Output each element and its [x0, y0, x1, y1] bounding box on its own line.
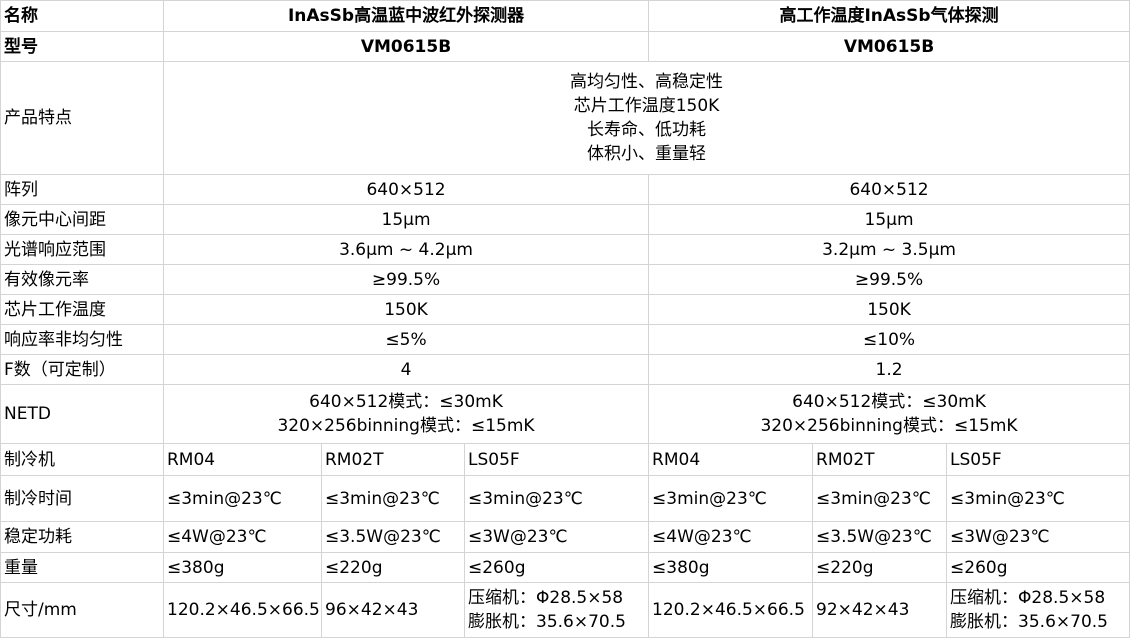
- table-row: 型号 VM0615B VM0615B: [0, 31, 1130, 62]
- cooler-cell: ≤3min@23℃: [463, 475, 650, 522]
- cooler-cell: 压缩机：Φ28.5×58 膨胀机：35.6×70.5: [463, 582, 650, 638]
- cell-line: 640×512模式：≤30mK: [792, 392, 986, 412]
- product-2-cell: 高工作温度InAsSb气体探测: [648, 0, 1130, 32]
- cooler-cell: ≤3min@23℃: [812, 475, 948, 522]
- cell-line: 高均匀性、高稳定性: [570, 72, 724, 92]
- product-1-cell: VM0615B: [162, 31, 650, 62]
- product-1-cell: ≥99.5%: [162, 264, 650, 295]
- cooler-cell: RM02T: [812, 443, 948, 476]
- cooler-cell: LS05F: [463, 443, 650, 476]
- product-1-cell: 640×512模式：≤30mK 320×256binning模式：≤15mK: [162, 384, 650, 444]
- table-row: 响应率非均匀性 ≤5% ≤10%: [0, 324, 1130, 355]
- product-2-cell: VM0615B: [648, 31, 1130, 62]
- row-label: 型号: [0, 31, 164, 62]
- cooler-cell: LS05F: [946, 443, 1130, 476]
- cooler-cell: 96×42×43: [321, 582, 465, 638]
- product-1-cell: 3.6μm ~ 4.2μm: [162, 234, 650, 265]
- cooler-cell: 92×42×43: [812, 582, 948, 638]
- row-label: 制冷时间: [0, 475, 164, 522]
- table-row: 有效像元率 ≥99.5% ≥99.5%: [0, 264, 1130, 295]
- cooler-cell: ≤260g: [463, 552, 650, 583]
- row-label: 响应率非均匀性: [0, 324, 164, 355]
- cell-line: 320×256binning模式：≤15mK: [760, 416, 1018, 436]
- row-label: 名称: [0, 0, 164, 32]
- cell-line: 长寿命、低功耗: [587, 120, 707, 140]
- product-1-cell: 15μm: [162, 204, 650, 235]
- cell-line: 膨胀机：35.6×70.5: [468, 612, 626, 632]
- row-label: 重量: [0, 552, 164, 583]
- row-label: 产品特点: [0, 61, 164, 175]
- cooler-cell: ≤3.5W@23℃: [321, 521, 465, 553]
- product-1-cell: 4: [162, 354, 650, 385]
- row-label: 像元中心间距: [0, 204, 164, 235]
- row-label: F数（可定制）: [0, 354, 164, 385]
- cooler-cell: ≤3min@23℃: [321, 475, 465, 522]
- table-row: 光谱响应范围 3.6μm ~ 4.2μm 3.2μm ~ 3.5μm: [0, 234, 1130, 265]
- cooler-cell: ≤380g: [648, 552, 814, 583]
- cooler-cell: RM02T: [321, 443, 465, 476]
- product-2-cell: ≤10%: [648, 324, 1130, 355]
- product-2-cell: 640×512: [648, 174, 1130, 205]
- table-row: 制冷时间 ≤3min@23℃ ≤3min@23℃ ≤3min@23℃ ≤3min@23℃…: [0, 475, 1130, 522]
- cooler-cell: ≤260g: [946, 552, 1130, 583]
- table-row: 芯片工作温度 150K 150K: [0, 294, 1130, 325]
- cooler-cell: ≤4W@23℃: [163, 521, 322, 553]
- table-row: 制冷机 RM04 RM02T LS05F RM04 RM02T LS05F: [0, 443, 1130, 476]
- product-1-cell: ≤5%: [162, 324, 650, 355]
- product-1-cell: 640×512: [162, 174, 650, 205]
- table-row: 产品特点 高均匀性、高稳定性 芯片工作温度150K 长寿命、低功耗 体积小、重量轻: [0, 61, 1130, 175]
- cooler-cell: RM04: [648, 443, 814, 476]
- cooler-cell: ≤4W@23℃: [648, 521, 814, 553]
- table-row: 重量 ≤380g ≤220g ≤260g ≤380g ≤220g ≤260g: [0, 552, 1130, 583]
- cell-line: 压缩机：Φ28.5×58: [950, 588, 1106, 608]
- cell-line: 芯片工作温度150K: [573, 96, 720, 116]
- cell-line: 膨胀机：35.6×70.5: [950, 612, 1108, 632]
- cooler-cell: 压缩机：Φ28.5×58 膨胀机：35.6×70.5: [946, 582, 1130, 638]
- product-2-cell: ≥99.5%: [648, 264, 1130, 295]
- product-1-cell: 150K: [162, 294, 650, 325]
- table-row: 名称 InAsSb高温蓝中波红外探测器 高工作温度InAsSb气体探测: [0, 0, 1130, 32]
- cooler-cell: ≤3.5W@23℃: [812, 521, 948, 553]
- cell-line: 320×256binning模式：≤15mK: [277, 416, 535, 436]
- product-2-cell: 3.2μm ~ 3.5μm: [648, 234, 1130, 265]
- table-row: NETD 640×512模式：≤30mK 320×256binning模式：≤15m…: [0, 384, 1130, 444]
- row-label: 光谱响应范围: [0, 234, 164, 265]
- cooler-cell: ≤220g: [812, 552, 948, 583]
- row-label: 芯片工作温度: [0, 294, 164, 325]
- cooler-cell: 120.2×46.5×66.5: [163, 582, 322, 638]
- cooler-cell: ≤3W@23℃: [463, 521, 650, 553]
- product-2-cell: 1.2: [648, 354, 1130, 385]
- product-1-cell: InAsSb高温蓝中波红外探测器: [162, 0, 650, 32]
- row-label: 阵列: [0, 174, 164, 205]
- cooler-cell: ≤220g: [321, 552, 465, 583]
- cooler-cell: ≤3min@23℃: [648, 475, 814, 522]
- row-label: 有效像元率: [0, 264, 164, 295]
- table-row: F数（可定制） 4 1.2: [0, 354, 1130, 385]
- row-label: 制冷机: [0, 443, 164, 476]
- cell-line: 体积小、重量轻: [587, 144, 707, 164]
- product-2-cell: 15μm: [648, 204, 1130, 235]
- cell-line: 压缩机：Φ28.5×58: [468, 588, 624, 608]
- row-label: NETD: [0, 384, 164, 444]
- row-label: 稳定功耗: [0, 521, 164, 553]
- row-label: 尺寸/mm: [0, 582, 164, 638]
- cooler-cell: 120.2×46.5×66.5: [648, 582, 814, 638]
- cooler-cell: ≤3min@23℃: [946, 475, 1130, 522]
- cooler-cell: RM04: [163, 443, 322, 476]
- cell-line: 640×512模式：≤30mK: [309, 392, 503, 412]
- product-2-cell: 150K: [648, 294, 1130, 325]
- table-row: 稳定功耗 ≤4W@23℃ ≤3.5W@23℃ ≤3W@23℃ ≤4W@23℃ ≤3.5W@…: [0, 521, 1130, 553]
- cooler-cell: ≤3W@23℃: [946, 521, 1130, 553]
- cooler-cell: ≤380g: [163, 552, 322, 583]
- product-2-cell: 640×512模式：≤30mK 320×256binning模式：≤15mK: [648, 384, 1130, 444]
- table-row: 阵列 640×512 640×512: [0, 174, 1130, 205]
- table-row: 尺寸/mm 120.2×46.5×66.5 96×42×43 压缩机：Φ28.5×58…: [0, 582, 1130, 638]
- table-row: 像元中心间距 15μm 15μm: [0, 204, 1130, 235]
- features-cell: 高均匀性、高稳定性 芯片工作温度150K 长寿命、低功耗 体积小、重量轻: [162, 61, 1130, 175]
- cooler-cell: ≤3min@23℃: [163, 475, 322, 522]
